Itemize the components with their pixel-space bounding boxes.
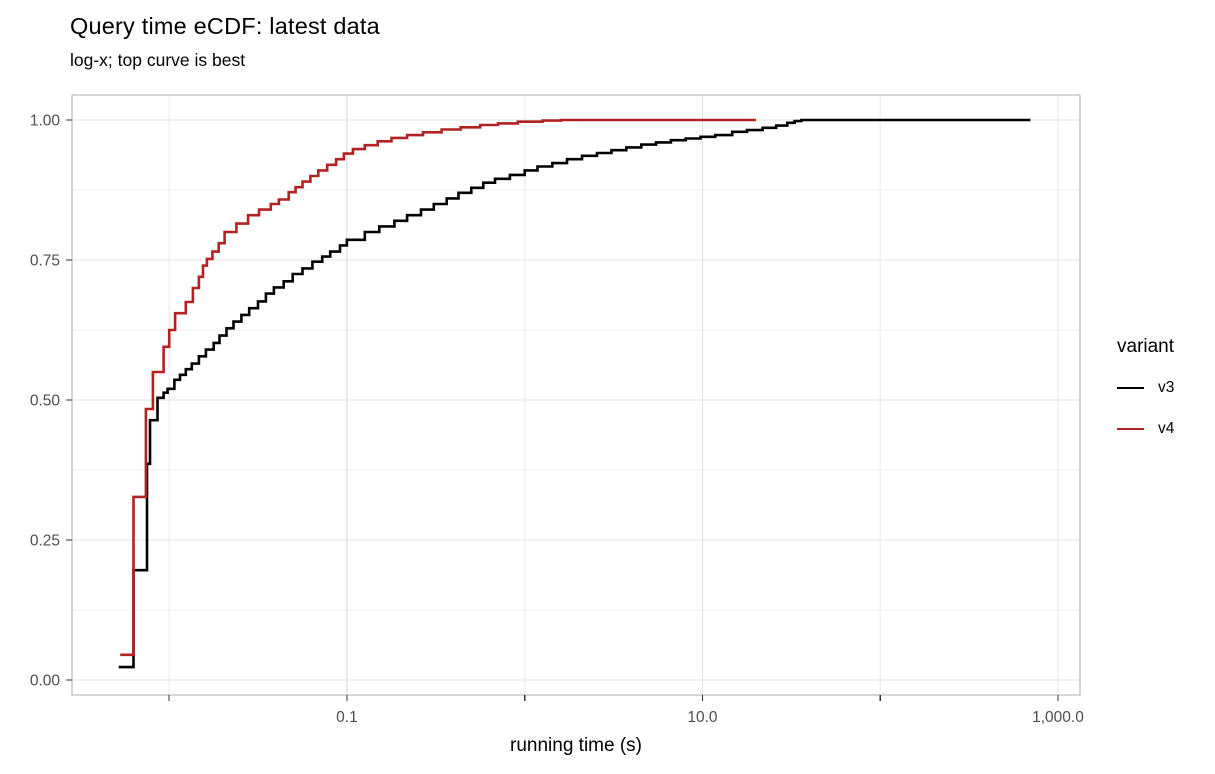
panel-background bbox=[72, 95, 1080, 695]
panel-border bbox=[71, 94, 1081, 696]
legend-key-line-v4 bbox=[1117, 428, 1144, 430]
legend-item-v3[interactable]: v3 bbox=[1117, 376, 1174, 400]
ecdf-curve-v4 bbox=[120, 118, 756, 657]
x-tick-label: 0.1 bbox=[336, 709, 358, 726]
x-axis-title: running time (s) bbox=[510, 735, 642, 756]
y-tick-label: 0.25 bbox=[30, 533, 60, 550]
y-tick-label: 1.00 bbox=[30, 113, 61, 130]
y-tick-label: 0.00 bbox=[30, 673, 61, 690]
legend: variant v3 v4 bbox=[1117, 336, 1174, 458]
y-tick-label: 0.50 bbox=[30, 393, 61, 410]
x-tick-label: 1,000.0 bbox=[1032, 709, 1084, 726]
legend-item-v4[interactable]: v4 bbox=[1117, 417, 1174, 441]
legend-key-line-v3 bbox=[1117, 387, 1144, 389]
x-tick-label: 10.0 bbox=[687, 709, 718, 726]
y-tick-label: 0.75 bbox=[30, 253, 60, 270]
legend-label-v3: v3 bbox=[1158, 379, 1175, 396]
ecdf-curve-v3 bbox=[118, 118, 1031, 669]
chart-subtitle: log-x; top curve is best bbox=[70, 50, 246, 70]
legend-title: variant bbox=[1117, 336, 1175, 357]
chart-title: Query time eCDF: latest data bbox=[70, 13, 380, 39]
legend-label-v4: v4 bbox=[1158, 420, 1175, 437]
